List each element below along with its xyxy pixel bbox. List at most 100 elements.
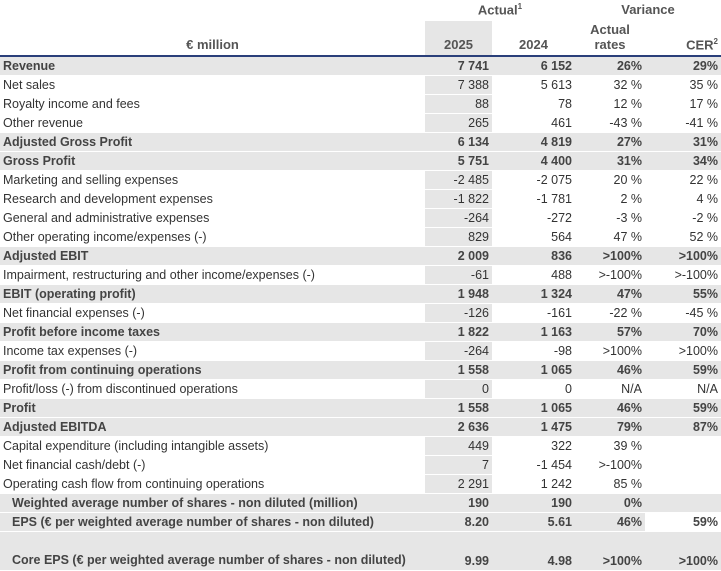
row-label: Other operating income/expenses (-) [0, 227, 425, 247]
value-2025: -1 822 [425, 189, 492, 209]
value-2025: 9.99 [425, 531, 492, 571]
cer-label: CER [686, 37, 714, 52]
value-2025: 7 388 [425, 75, 492, 95]
value-2025: 829 [425, 227, 492, 247]
value-2025: 449 [425, 436, 492, 456]
value-2024: 5.61 [492, 512, 575, 532]
value-2024: 322 [492, 436, 575, 456]
table-row: Capital expenditure (including intangibl… [0, 436, 721, 456]
value-2024: 1 065 [492, 398, 575, 418]
row-label: Impairment, restructuring and other inco… [0, 265, 425, 285]
year-2024-header: 2024 [492, 20, 575, 57]
value-2025: 2 636 [425, 417, 492, 437]
row-label: General and administrative expenses [0, 208, 425, 228]
row-label: Net financial cash/debt (-) [0, 455, 425, 475]
variance-actual: 31% [575, 151, 645, 171]
value-2024: 0 [492, 379, 575, 399]
table-row: Gross Profit 5 751 4 400 31% 34% [0, 151, 721, 171]
variance-actual: 46% [575, 398, 645, 418]
actual-group-header: Actual1 [425, 0, 575, 21]
value-2025: 1 948 [425, 284, 492, 304]
table-row: Income tax expenses (-) -264 -98 >100% >100% [0, 341, 721, 361]
actual-rates-header: Actual rates [575, 20, 645, 57]
value-2024: -2 075 [492, 170, 575, 190]
variance-cer: 31% [645, 132, 721, 152]
variance-actual: 79% [575, 417, 645, 437]
row-label: Net financial expenses (-) [0, 303, 425, 323]
table-row: EBIT (operating profit) 1 948 1 324 47% 55% [0, 284, 721, 304]
variance-actual: >-100% [575, 455, 645, 475]
cer-header: CER2 [645, 20, 721, 57]
variance-cer: 70% [645, 322, 721, 342]
variance-cer [645, 455, 721, 475]
value-2024: 461 [492, 113, 575, 133]
table-row: Marketing and selling expenses -2 485 -2 0… [0, 170, 721, 190]
row-label: EPS (€ per weighted average number of sh… [0, 512, 425, 532]
row-label: Operating cash flow from continuing oper… [0, 474, 425, 494]
value-2025: 2 291 [425, 474, 492, 494]
row-label: Research and development expenses [0, 189, 425, 209]
variance-actual: 2 % [575, 189, 645, 209]
value-2024: 1 475 [492, 417, 575, 437]
row-label: Weighted average number of shares - non … [0, 493, 425, 513]
variance-actual: 32 % [575, 75, 645, 95]
value-2025: 1 558 [425, 360, 492, 380]
variance-actual: 39 % [575, 436, 645, 456]
value-2025: 88 [425, 94, 492, 114]
value-2024: -1 781 [492, 189, 575, 209]
value-2025: 190 [425, 493, 492, 513]
value-2025: 7 741 [425, 56, 492, 76]
variance-cer: 22 % [645, 170, 721, 190]
value-2025: 265 [425, 113, 492, 133]
value-2024: -272 [492, 208, 575, 228]
variance-actual: 26% [575, 56, 645, 76]
variance-actual: 57% [575, 322, 645, 342]
variance-cer: 52 % [645, 227, 721, 247]
row-label: Other revenue [0, 113, 425, 133]
table-row: Net financial cash/debt (-) 7 -1 454 >-100% [0, 455, 721, 475]
variance-cer: 29% [645, 56, 721, 76]
row-label: Adjusted EBIT [0, 246, 425, 266]
variance-actual: 47 % [575, 227, 645, 247]
variance-cer: 4 % [645, 189, 721, 209]
row-label: Income tax expenses (-) [0, 341, 425, 361]
value-2025: -264 [425, 208, 492, 228]
table-row: Research and development expenses -1 822-… [0, 189, 721, 209]
value-2024: 1 324 [492, 284, 575, 304]
variance-cer: 59% [645, 398, 721, 418]
variance-cer: -41 % [645, 113, 721, 133]
table-row: Other revenue 265 461 -43 % -41 % [0, 113, 721, 133]
footnote-marker-1: 1 [517, 2, 523, 12]
row-label: Adjusted Gross Profit [0, 132, 425, 152]
table-row: Net sales 7 388 5 613 32 % 35 % [0, 75, 721, 95]
value-2025: -126 [425, 303, 492, 323]
value-2024: 836 [492, 246, 575, 266]
value-2025: -61 [425, 265, 492, 285]
variance-actual: 0% [575, 493, 645, 513]
blank-header [0, 0, 425, 21]
variance-cer: 59% [645, 360, 721, 380]
table-row: Adjusted EBIT 2 009 836 >100% >100% [0, 246, 721, 266]
table-row: Impairment, restructuring and other inco… [0, 265, 721, 285]
footnote-marker-2: 2 [713, 36, 718, 46]
table-row: Adjusted Gross Profit 6 134 4 819 27% 31% [0, 132, 721, 152]
variance-cer: >100% [645, 531, 721, 571]
row-label: Profit [0, 398, 425, 418]
table-row: Net financial expenses (-) -126 -161 -22 % -… [0, 303, 721, 323]
row-label: Adjusted EBITDA [0, 417, 425, 437]
table-row: Other operating income/expenses (-) 829 56… [0, 227, 721, 247]
table-row: Royalty income and fees 88 78 12 % 17 % [0, 94, 721, 114]
variance-actual: >100% [575, 341, 645, 361]
row-label: Core EPS (€ per weighted average number … [0, 531, 425, 571]
variance-cer [645, 436, 721, 456]
row-label: Profit/loss (-) from discontinued operat… [0, 379, 425, 399]
table-row: Revenue 7 741 6 152 26% 29% [0, 56, 721, 76]
variance-cer [645, 493, 721, 513]
variance-actual: 27% [575, 132, 645, 152]
table-row: General and administrative expenses -264-… [0, 208, 721, 228]
variance-cer: >100% [645, 246, 721, 266]
row-label: Marketing and selling expenses [0, 170, 425, 190]
value-2024: 4 400 [492, 151, 575, 171]
variance-actual: 85 % [575, 474, 645, 494]
